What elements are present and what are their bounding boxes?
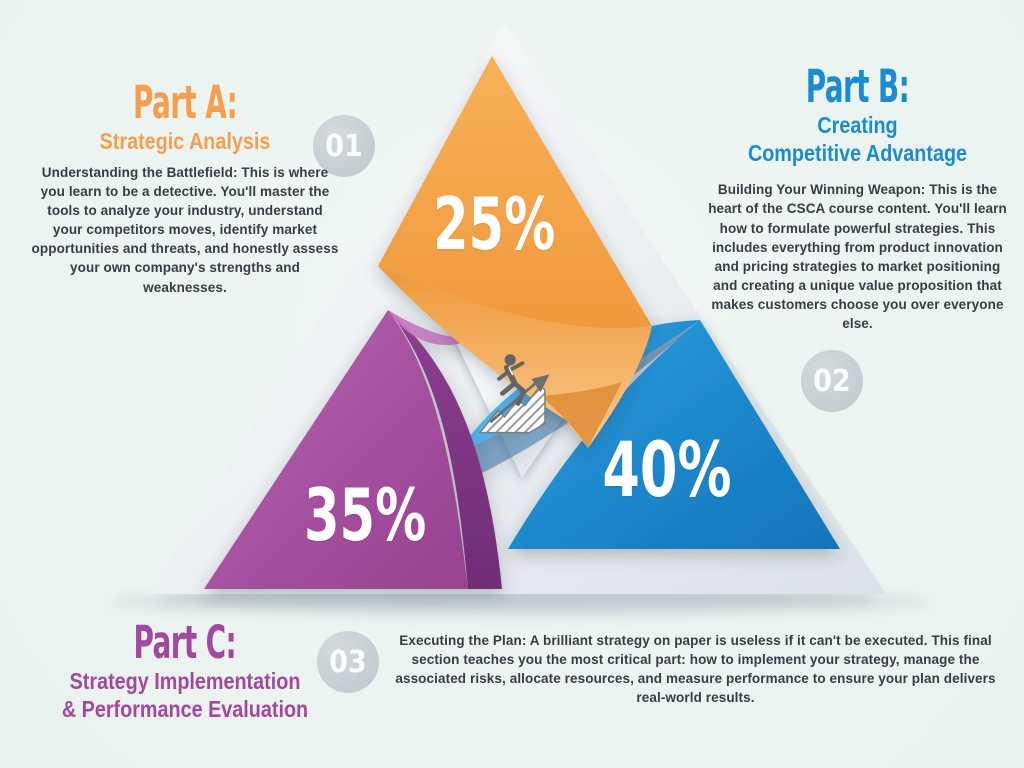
running-person <box>497 354 527 406</box>
person-climbing-growth-arrow-icon <box>479 354 550 434</box>
part-b-heading: Part B: <box>805 60 910 113</box>
part-a-block: Part A: Strategic Analysis Understanding… <box>20 80 350 297</box>
part-b-block: Part B: Creating Competitive Advantage B… <box>700 64 1015 333</box>
growth-arrow-head <box>531 374 550 393</box>
segment-purple-fold <box>388 310 502 589</box>
part-c-subheading: Strategy Implementation & Performance Ev… <box>61 668 309 722</box>
badge-03: 03 <box>317 631 379 693</box>
part-a-subheading: Strategic Analysis <box>99 128 271 154</box>
part-b-subheading: Creating Competitive Advantage <box>747 112 968 166</box>
percent-label-orange: 25% <box>432 182 556 266</box>
percent-label-purple: 35% <box>303 473 427 557</box>
part-a-heading: Part A: <box>132 76 238 129</box>
part-c-heading: Part C: <box>133 616 237 669</box>
segment-orange-fold-shade <box>540 382 622 448</box>
percent-label-blue: 40% <box>602 425 732 514</box>
part-b-body: Building Your Winning Weapon: This is th… <box>708 182 1007 332</box>
part-c-block: Part C: Strategy Implementation & Perfor… <box>15 620 355 723</box>
part-c-body: Executing the Plan: A brilliant strategy… <box>395 633 996 706</box>
badge-01: 01 <box>313 115 375 177</box>
part-a-body: Understanding the Battlefield: This is w… <box>31 164 339 295</box>
badge-02: 02 <box>801 350 863 412</box>
growth-arrow-shaft <box>489 377 542 423</box>
